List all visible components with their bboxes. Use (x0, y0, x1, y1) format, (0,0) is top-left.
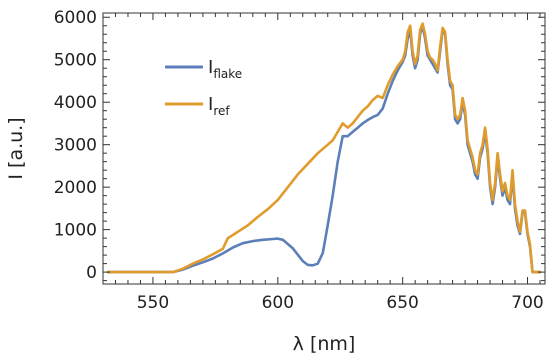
legend: Iflake Iref (165, 57, 242, 118)
y-tick-label: 2000 (54, 178, 97, 198)
x-tick-label: 700 (511, 293, 543, 313)
series-layer (106, 22, 542, 274)
x-tick-label: 550 (137, 293, 169, 313)
y-tick-label: 0 (86, 263, 97, 283)
y-tick-label: 5000 (54, 51, 97, 71)
legend-label-ref-sub: ref (213, 104, 230, 118)
y-tick-label: 6000 (54, 8, 97, 28)
series-line-ref (106, 22, 542, 274)
legend-label-ref-main: I (208, 94, 213, 115)
legend-label-flake-sub: flake (213, 67, 242, 81)
ticks-layer: 550 600 650 700 0 1000 2000 3000 4000 5000 6000 (54, 8, 545, 313)
x-tick-label: 600 (262, 293, 294, 313)
y-tick-label: 3000 (54, 136, 97, 156)
legend-label-flake: Iflake (208, 57, 242, 81)
y-axis-title: I [a.u.] (5, 117, 27, 179)
plot-frame (102, 12, 546, 285)
y-tick-label: 4000 (54, 93, 97, 113)
x-tick-label: 650 (386, 293, 418, 313)
legend-label-ref: Iref (208, 94, 230, 118)
x-axis-title: λ [nm] (293, 333, 356, 355)
y-tick-label: 1000 (54, 221, 97, 241)
legend-label-flake-main: I (208, 57, 213, 78)
